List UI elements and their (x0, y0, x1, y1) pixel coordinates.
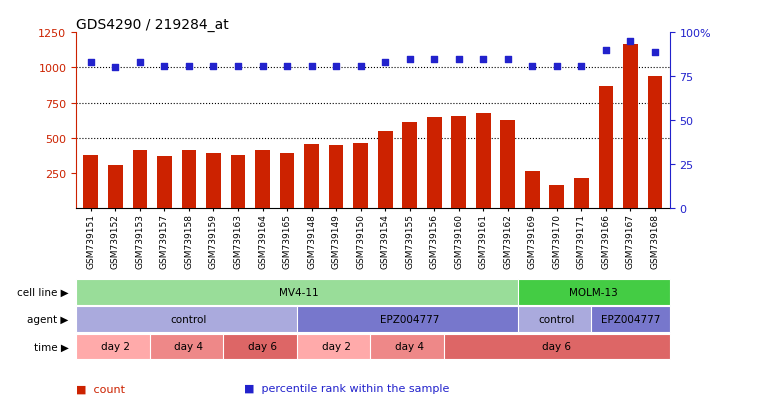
Point (501, 56, 514, 63)
Bar (517, 279, 670, 305)
Bar (231, 155, 245, 209)
Text: time ▶: time ▶ (33, 342, 68, 351)
Bar (223, 334, 302, 359)
Point (527, 63, 539, 70)
Text: ■  count: ■ count (76, 383, 125, 393)
Bar (280, 154, 295, 209)
Bar (76, 279, 523, 305)
Bar (76, 334, 154, 359)
Point (183, 63, 195, 70)
Text: day 2: day 2 (101, 342, 130, 351)
Bar (297, 334, 375, 359)
Point (453, 56, 465, 63)
Bar (574, 179, 589, 209)
Bar (623, 45, 638, 209)
Bar (476, 113, 491, 209)
Bar (182, 151, 196, 209)
Text: day 2: day 2 (322, 342, 351, 351)
Point (600, 47, 612, 54)
Bar (444, 334, 670, 359)
Point (649, 49, 661, 56)
Bar (150, 334, 228, 359)
Point (207, 63, 219, 70)
Bar (427, 118, 441, 209)
Point (134, 59, 146, 66)
Point (624, 38, 636, 45)
Text: control: control (539, 314, 575, 324)
Bar (599, 87, 613, 209)
Bar (525, 172, 540, 209)
Bar (353, 144, 368, 209)
Point (355, 63, 367, 70)
Bar (549, 186, 564, 209)
Text: day 4: day 4 (174, 342, 203, 351)
Text: EPZ004777: EPZ004777 (380, 314, 439, 324)
Point (330, 63, 342, 70)
Text: agent ▶: agent ▶ (27, 314, 68, 324)
Bar (132, 151, 147, 209)
Text: EPZ004777: EPZ004777 (600, 314, 660, 324)
Bar (329, 146, 343, 209)
Point (110, 65, 122, 71)
Bar (84, 155, 98, 209)
Text: MOLM-13: MOLM-13 (569, 287, 618, 297)
Text: cell line ▶: cell line ▶ (17, 287, 68, 297)
Bar (377, 132, 393, 209)
Point (84, 59, 97, 66)
Bar (648, 77, 662, 209)
Text: day 4: day 4 (395, 342, 424, 351)
Text: day 6: day 6 (248, 342, 277, 351)
Point (256, 63, 269, 70)
Bar (108, 165, 123, 209)
Point (305, 63, 317, 70)
Point (551, 63, 563, 70)
Point (428, 56, 441, 63)
Point (477, 56, 489, 63)
Bar (451, 117, 466, 209)
Bar (157, 156, 172, 209)
Bar (255, 151, 270, 209)
Text: GDS4290 / 219284_at: GDS4290 / 219284_at (76, 18, 229, 32)
Point (379, 59, 391, 66)
Text: control: control (170, 314, 207, 324)
Text: ■  percentile rank within the sample: ■ percentile rank within the sample (244, 383, 449, 393)
Bar (517, 306, 596, 332)
Point (575, 63, 587, 70)
Bar (371, 334, 449, 359)
Bar (297, 306, 523, 332)
Point (232, 63, 244, 70)
Bar (501, 121, 515, 209)
Point (281, 63, 293, 70)
Bar (304, 144, 319, 209)
Bar (591, 306, 670, 332)
Point (403, 56, 416, 63)
Text: day 6: day 6 (543, 342, 572, 351)
Bar (76, 306, 302, 332)
Text: MV4-11: MV4-11 (279, 287, 319, 297)
Bar (403, 122, 417, 209)
Point (158, 63, 170, 70)
Bar (206, 154, 221, 209)
